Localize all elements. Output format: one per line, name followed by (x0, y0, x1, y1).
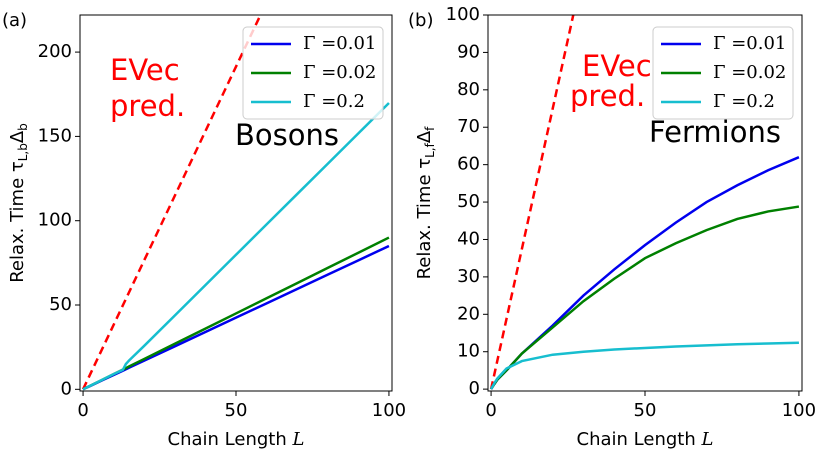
y-label-text: Relax. Time τ (7, 161, 28, 283)
y-tick-label: 10 (457, 341, 480, 362)
legend-box (242, 26, 384, 120)
y-tick-label: 80 (457, 79, 480, 100)
x-tick-label: 0 (77, 400, 88, 421)
y-tick-label: 40 (457, 228, 480, 249)
legend-label: Γ =0.02 (303, 62, 376, 83)
y-tick-label: 100 (38, 210, 72, 231)
series-line (82, 102, 390, 391)
y-label-subscript: f (423, 126, 437, 131)
panel: 0 50 100 0 50 100 150 200 Γ =0.01 Γ =0.02 Γ =0.2 (a… (2, 10, 406, 450)
legend-label: Γ =0.2 (303, 91, 365, 112)
y-label-subscript: b (16, 123, 30, 131)
y-tick-label: 60 (457, 154, 480, 175)
y-axis-label: Relax. Time τL,fΔf (414, 126, 437, 280)
x-label-text: Chain Length (577, 429, 702, 450)
reference-line (81, 15, 262, 390)
y-label-subscript: L,f (423, 142, 437, 158)
series-line (490, 156, 800, 390)
annotation: Bosons (235, 118, 339, 152)
series-line (489, 341, 799, 390)
legend-label: Γ =0.02 (713, 62, 786, 83)
y-tick-label: 20 (457, 303, 480, 324)
x-axis-label: Chain Length L (577, 429, 714, 450)
y-tick-label: 200 (38, 41, 72, 62)
y-tick-label: 100 (446, 4, 480, 25)
y-label-text: Relax. Time τ (414, 158, 435, 280)
x-tick-label: 100 (372, 400, 406, 421)
plot-area (489, 15, 800, 390)
panel-label: (b) (408, 10, 433, 31)
legend-box (652, 26, 794, 120)
y-tick-label: 90 (457, 41, 480, 62)
annotation: pred. (110, 89, 185, 123)
x-axis-label: Chain Length L (168, 429, 305, 450)
panel: 0 50 100 0 10 20 30 40 50 60 70 80 90 100 Γ =0.01 Γ =0.… (408, 4, 816, 450)
annotation: pred. (570, 79, 645, 113)
y-label-subscript: L,b (16, 143, 30, 161)
plot-area (81, 15, 390, 391)
y-tick-label: 30 (457, 266, 480, 287)
y-tick-label: 50 (49, 294, 72, 315)
annotation: EVec (110, 53, 180, 87)
x-label-var: L (292, 429, 305, 450)
y-tick-label: 70 (457, 116, 480, 137)
panel-label: (a) (2, 10, 27, 31)
y-label-text: Δ (7, 130, 28, 143)
y-tick-label: 0 (469, 378, 480, 399)
legend-label: Γ =0.01 (303, 33, 376, 54)
x-tick-label: 100 (782, 400, 816, 421)
series-line (490, 205, 800, 390)
x-tick-label: 0 (485, 400, 496, 421)
y-tick-label: 0 (61, 378, 72, 399)
y-label-text: Δ (414, 130, 435, 143)
legend-label: Γ =0.01 (713, 33, 786, 54)
plot-frame (487, 14, 803, 392)
reference-line (489, 15, 575, 390)
legend-label: Γ =0.2 (713, 91, 775, 112)
annotation: EVec (582, 49, 652, 83)
x-label-text: Chain Length (168, 429, 293, 450)
plot-frame (79, 14, 393, 392)
y-tick-label: 50 (457, 191, 480, 212)
series-line (82, 236, 390, 391)
y-axis-label: Relax. Time τL,bΔb (7, 123, 30, 283)
y-tick-label: 150 (38, 125, 72, 146)
annotation: Fermions (649, 115, 781, 149)
x-label-var: L (701, 429, 714, 450)
x-tick-label: 50 (634, 400, 657, 421)
x-tick-label: 50 (225, 400, 248, 421)
